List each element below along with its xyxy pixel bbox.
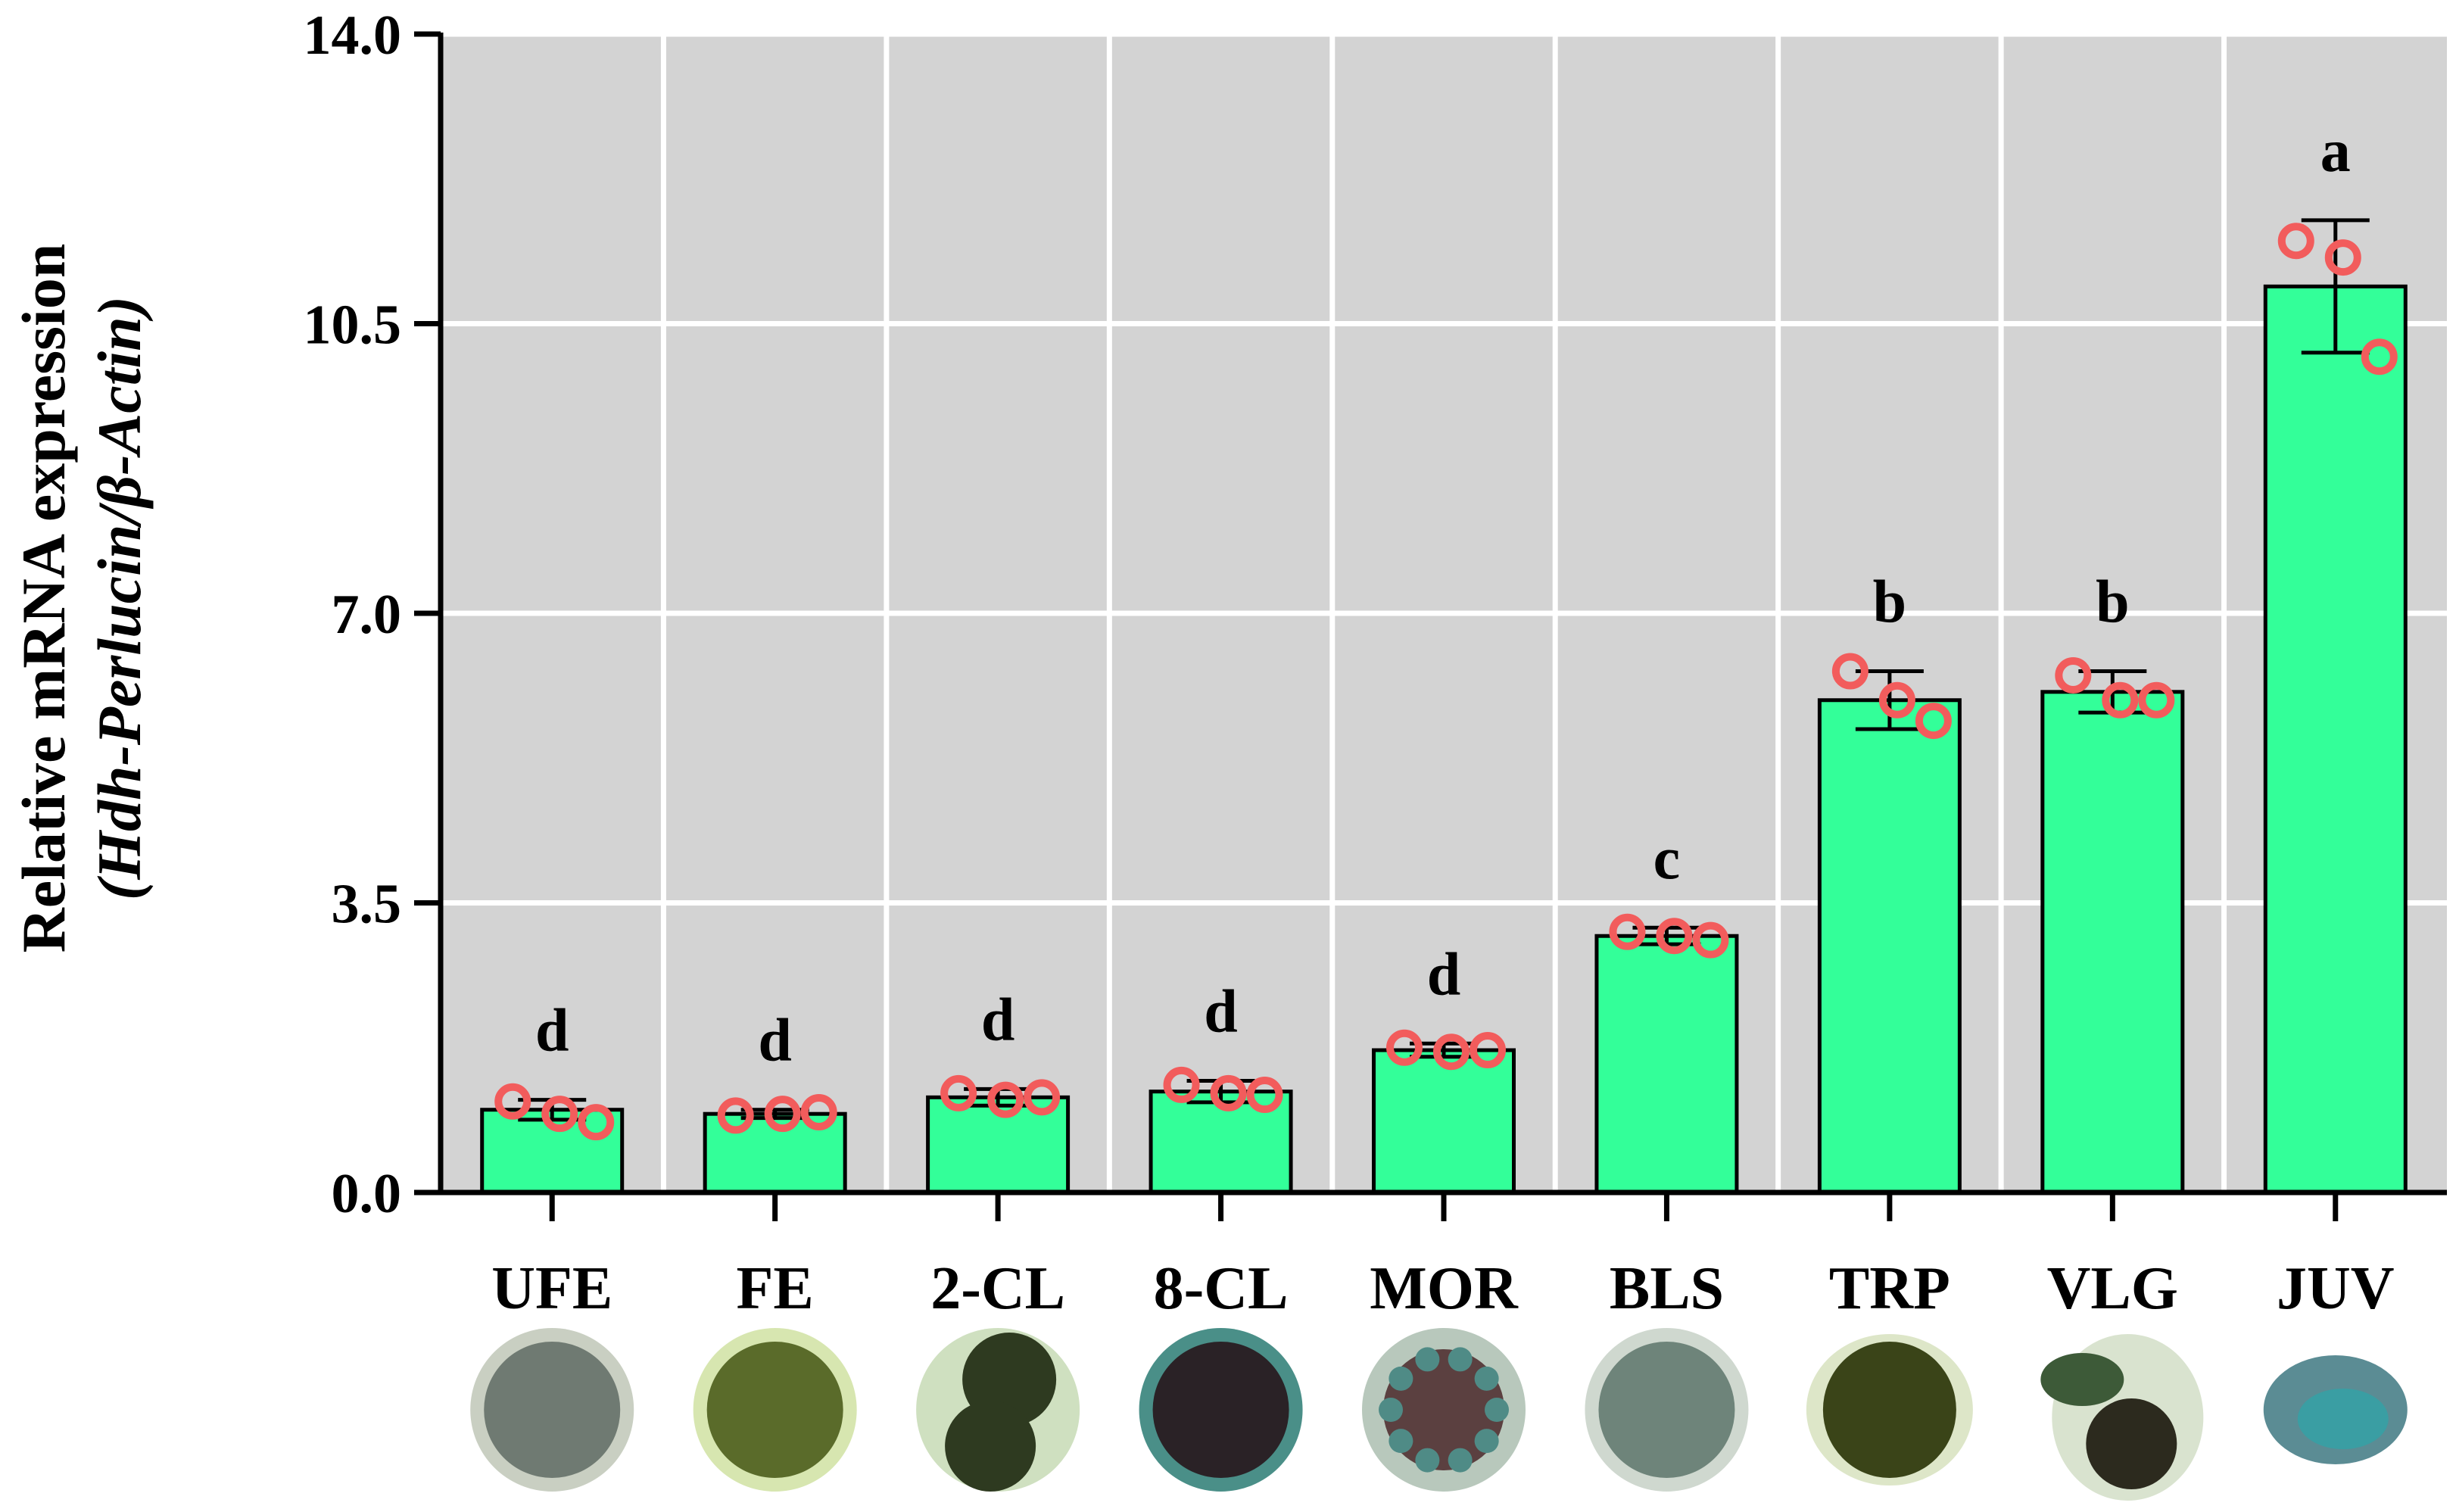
data-point [2055,656,2092,694]
embryo-cell [1415,1448,1440,1473]
data-point [1246,1077,1283,1114]
fertilized-egg-photo [693,1328,857,1492]
data-point [1609,913,1646,950]
data-point [940,1074,977,1111]
significance-letter: d [1204,978,1238,1045]
y-tick-label: 10.5 [304,295,402,357]
data-point [2102,681,2139,719]
x-tick-label: JUV [2277,1255,2395,1322]
x-tick-label: VLG [2047,1255,2178,1322]
data-point [987,1081,1024,1118]
data-point [1433,1033,1470,1071]
bar-bls [1594,934,1739,1195]
significance-letter: d [981,987,1015,1053]
x-tick-label: 2-CL [930,1255,1065,1322]
embryo-cell [1379,1398,1403,1422]
significance-letters: d d d d d c b b a [535,118,2351,1074]
x-tick-label: TRP [1829,1255,1950,1322]
significance-letter: b [2096,569,2130,636]
x-tick-label: 8-CL [1154,1255,1289,1322]
x-tick-labels: UFE FE 2-CL 8-CL MOR BLS TRP VLG JUV [491,1255,2394,1322]
data-point [1692,921,1729,959]
data-point [1915,703,1952,740]
juvenile-photo [2263,1355,2408,1464]
data-point [2138,681,2175,719]
embryo-body [1152,1342,1289,1478]
embryo-cell [1474,1366,1499,1391]
x-tick-label: MOR [1370,1255,1519,1322]
data-point [541,1096,578,1133]
data-point [1831,653,1868,690]
embryo-cell [1474,1429,1499,1454]
embryo-cell [1485,1398,1509,1422]
data-point [1386,1029,1423,1066]
data-point [578,1104,615,1141]
y-axis-label-genes: (Hdh-Perlucin/β-Actin) [85,296,154,900]
embryo-cell [1415,1347,1440,1372]
significance-letter: d [1427,941,1461,1008]
embryo-cell [1448,1448,1473,1473]
two-cell-embryo-photo [916,1328,1080,1492]
data-point [1163,1066,1200,1103]
data-point [717,1097,754,1134]
data-point [1878,681,1915,719]
embryo-body [706,1342,843,1478]
data-point [764,1096,801,1133]
embryo-cell [1389,1429,1413,1454]
larva-body [2086,1398,2177,1489]
embryo-cell [1448,1347,1473,1372]
x-tick-label: FE [737,1255,814,1322]
data-point [1024,1079,1061,1116]
x-tick-label: UFE [491,1255,612,1322]
data-point [1656,918,1693,955]
embryo-body [1822,1342,1956,1478]
y-tick-label: 7.0 [332,584,402,646]
data-point [2324,239,2361,276]
significance-letter: d [535,998,569,1065]
morula-photo [1362,1328,1526,1492]
significance-letter: c [1653,825,1681,892]
significance-letter: b [1873,569,1907,636]
y-tick-label: 14.0 [304,5,402,67]
embryo-cell [1389,1366,1413,1391]
embryo-body [1383,1349,1504,1470]
y-tick-label: 0.0 [332,1163,402,1225]
embryo-body [484,1342,621,1478]
trochophore-photo [1806,1334,1973,1486]
eight-cell-embryo-photo [1139,1328,1303,1492]
axes [414,31,2447,1221]
embryo-images [470,1328,2408,1501]
data-point [1470,1032,1506,1069]
bars [480,218,2408,1195]
y-tick-labels: 0.0 3.5 7.0 10.5 14.0 [304,5,402,1225]
embryo-body [1598,1342,1735,1478]
larva-velum [2040,1353,2124,1406]
blastula-photo [1585,1328,1749,1492]
significance-letter: d [758,1008,792,1074]
significance-letter: a [2320,118,2351,185]
data-point [800,1093,837,1130]
data-point [494,1083,531,1120]
bar-juv [2263,284,2408,1195]
embryo-cell [945,1401,1036,1492]
grid-lines [441,31,2447,1192]
bar-vlg [2040,690,2185,1195]
juvenile-body [2297,1389,2389,1449]
x-tick-label: BLS [1610,1255,1724,1322]
bar-mor [1372,1048,1516,1195]
y-tick-label: 3.5 [332,874,402,936]
veliger-photo [2040,1334,2204,1501]
unfertilized-egg-photo [470,1328,634,1492]
data-point [2361,338,2398,376]
data-point [2277,223,2314,260]
data-point [1210,1074,1247,1111]
y-axis-label: Relative mRNA expression [9,244,78,953]
bar-trp [1817,698,1962,1195]
